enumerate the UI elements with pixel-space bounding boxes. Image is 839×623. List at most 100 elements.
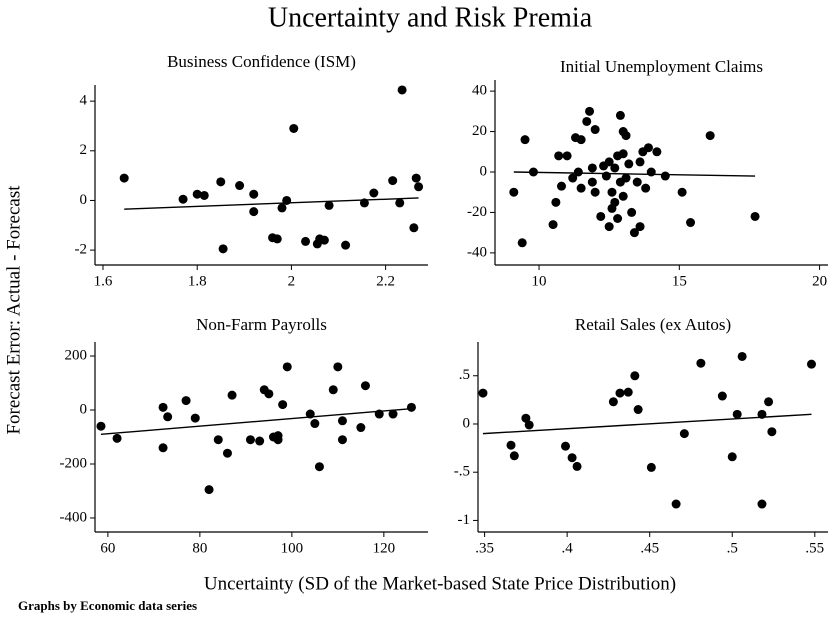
y-tick-label: 0 (463, 415, 471, 431)
point (255, 436, 265, 446)
panel-title: Initial Unemployment Claims (560, 57, 763, 76)
point (572, 461, 582, 471)
x-tick-label: 60 (100, 540, 115, 556)
point (324, 200, 334, 210)
point (806, 359, 816, 369)
point (235, 181, 245, 191)
point (520, 135, 530, 145)
point (227, 390, 237, 400)
point (596, 211, 606, 221)
point (249, 189, 259, 199)
point (567, 453, 577, 463)
x-tick-label: 2.2 (376, 273, 395, 289)
point (204, 485, 214, 495)
point (192, 189, 202, 199)
point (757, 499, 767, 509)
point (618, 149, 628, 159)
x-tick-label: 1.8 (188, 273, 207, 289)
panel-title: Business Confidence (ISM) (167, 52, 356, 71)
point (561, 441, 570, 451)
y-tick-label: 20 (472, 123, 487, 139)
point (333, 362, 343, 372)
point (528, 167, 538, 177)
point (199, 190, 209, 200)
point (245, 435, 255, 445)
y-tick-label: -20 (467, 204, 487, 220)
point (677, 187, 687, 197)
point (264, 389, 274, 399)
point (406, 402, 416, 412)
point (623, 387, 633, 397)
point (360, 381, 370, 391)
figure-title: Uncertainty and Risk Premia (268, 2, 593, 33)
y-tick-label: .5 (459, 367, 470, 383)
note: Graphs by Economic data series (18, 598, 197, 613)
point (696, 358, 706, 368)
point (587, 177, 597, 187)
y-tick-label: -40 (467, 244, 487, 260)
point (213, 435, 223, 445)
point (310, 419, 320, 429)
point (576, 183, 586, 193)
y-tick-label: 200 (65, 347, 88, 363)
point (181, 396, 191, 406)
point (613, 213, 623, 223)
y-tick-label: 0 (80, 192, 88, 208)
x-tick-label: .55 (805, 540, 824, 556)
y-tick-label: -2 (75, 242, 88, 258)
point (521, 413, 531, 423)
point (96, 421, 106, 431)
point (395, 198, 405, 208)
point (337, 435, 347, 445)
point (305, 409, 315, 419)
point (328, 385, 338, 395)
panel-title: Retail Sales (ex Autos) (575, 315, 731, 334)
point (621, 131, 631, 141)
point (249, 207, 259, 217)
point (764, 397, 774, 407)
point (158, 443, 168, 453)
point (615, 388, 625, 398)
point (506, 440, 516, 450)
point (615, 110, 625, 120)
point (562, 151, 572, 161)
y-tick-label: -1 (458, 512, 471, 528)
y-axis-label: Forecast Error: Actual - Forecast (3, 185, 24, 435)
point (646, 462, 656, 472)
point (767, 427, 777, 437)
point (632, 177, 642, 187)
point (576, 135, 586, 145)
point (568, 173, 578, 183)
x-tick-label: .5 (727, 540, 738, 556)
point (604, 157, 614, 167)
point (282, 362, 292, 372)
point (582, 116, 592, 126)
fit-line (482, 413, 812, 435)
point (757, 409, 767, 419)
point (411, 173, 421, 183)
point (478, 388, 488, 398)
point (112, 433, 122, 443)
point (590, 125, 600, 135)
x-tick-label: 10 (532, 273, 547, 289)
y-tick-label: -400 (60, 509, 88, 525)
x-axis-label: Uncertainty (SD of the Market-based Stat… (204, 573, 676, 594)
x-tick-label: 100 (281, 540, 304, 556)
point (517, 238, 527, 248)
point (737, 351, 747, 361)
point (369, 188, 379, 198)
point (374, 409, 384, 419)
point (556, 181, 566, 191)
point (671, 499, 681, 509)
point (679, 429, 689, 439)
point (610, 197, 620, 207)
point (218, 244, 228, 254)
point (337, 416, 347, 426)
y-tick-label: 40 (472, 83, 487, 99)
y-tick-label: 0 (480, 163, 488, 179)
point (388, 176, 398, 186)
point (630, 371, 640, 381)
point (278, 400, 288, 410)
point (551, 197, 561, 207)
x-tick-label: .35 (475, 540, 494, 556)
